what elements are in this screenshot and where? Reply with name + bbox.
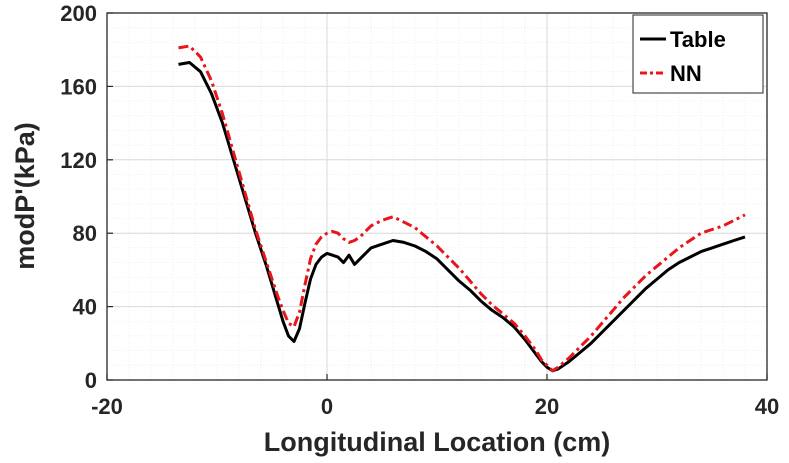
x-tick-label: 40 — [755, 394, 779, 419]
legend-label-table: Table — [670, 27, 726, 52]
y-axis-title: modP'(kPa) — [10, 122, 40, 269]
y-tick-label: 40 — [73, 295, 97, 320]
series-line-table — [178, 61, 746, 373]
x-tick-label: -20 — [91, 394, 123, 419]
legend-label-nn: NN — [670, 61, 702, 86]
y-tick-label: 160 — [60, 74, 97, 99]
series-lines — [178, 44, 746, 373]
x-tick-label: 20 — [535, 394, 559, 419]
x-axis-title: Longitudinal Location (cm) — [264, 427, 610, 457]
legend-box — [632, 14, 764, 94]
series-line-nn — [178, 44, 746, 373]
y-tick-label: 200 — [60, 1, 97, 26]
y-tick-label: 80 — [73, 221, 97, 246]
legend: Table NN — [632, 14, 764, 94]
y-tick-label: 0 — [85, 368, 97, 393]
plot-area-frame — [106, 12, 768, 381]
x-tick-label: 0 — [321, 394, 333, 419]
y-tick-label: 120 — [60, 148, 97, 173]
